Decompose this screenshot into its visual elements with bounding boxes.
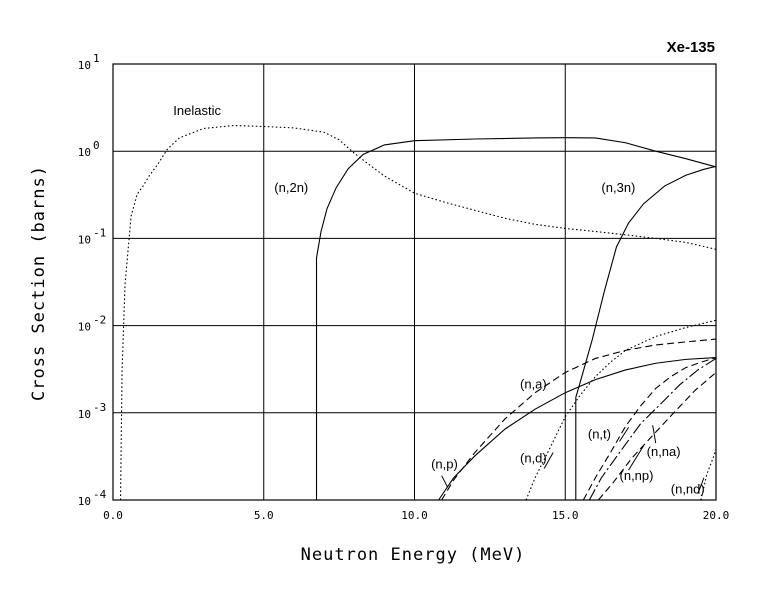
y-tick-exponent: 1 xyxy=(93,52,100,65)
curve-label: (n,np) xyxy=(620,468,654,483)
label-leader-line xyxy=(441,475,449,488)
y-tick-exponent: -4 xyxy=(93,488,107,501)
curve-labels: Inelastic (n,2n) (n,3n) (n,a) (n,p) (n,d) (n,t… xyxy=(173,103,704,497)
curve-label: (n,3n) xyxy=(601,180,635,195)
y-tick-base: 10 xyxy=(78,146,91,159)
label-leader-line xyxy=(543,452,554,469)
grid xyxy=(113,64,716,500)
series-n-nd-line xyxy=(700,449,717,501)
label-leader-line xyxy=(697,477,705,494)
label-leaders xyxy=(441,425,705,494)
series-n-na-line xyxy=(588,357,717,501)
x-axis-title: Neutron Energy (MeV) xyxy=(301,545,526,565)
curve-label: (n,a) xyxy=(520,376,547,391)
y-tick-base: 10 xyxy=(78,408,91,421)
series-n-t-line xyxy=(582,357,717,501)
y-tick-exponent: -1 xyxy=(93,226,106,239)
y-tick-base: 10 xyxy=(78,495,91,508)
curve-label: (n,t) xyxy=(588,426,611,441)
series-n-2n-line xyxy=(315,137,717,500)
y-tick-exponent: -2 xyxy=(93,314,106,327)
y-axis-title: Cross Section (barns) xyxy=(29,165,49,401)
curve-label: (n,2n) xyxy=(274,180,308,195)
y-tick-base: 10 xyxy=(78,59,91,72)
series-n-3n-line xyxy=(575,165,717,500)
y-tick-base: 10 xyxy=(78,233,91,246)
label-leader-line xyxy=(628,445,645,471)
label-leader-line xyxy=(619,427,629,442)
x-tick-label: 20.0 xyxy=(703,509,730,522)
y-tick-label: 101 xyxy=(78,52,100,72)
y-tick-label: 10-1 xyxy=(78,226,107,246)
y-tick-base: 10 xyxy=(78,321,91,334)
x-tick-label: 5.0 xyxy=(254,509,274,522)
y-tick-label: 10-4 xyxy=(78,488,107,508)
curve-label: (n,na) xyxy=(647,444,681,459)
curve-label: (n,nd) xyxy=(671,482,705,497)
series-inelastic-line xyxy=(119,124,717,501)
x-tick-label: 15.0 xyxy=(552,509,579,522)
series-n-np-line xyxy=(597,372,717,501)
x-tick-label: 0.0 xyxy=(103,509,123,522)
x-tick-labels: 0.0 5.0 10.0 15.0 20.0 xyxy=(103,509,729,522)
curve-label: Inelastic xyxy=(173,103,221,118)
label-leader-line xyxy=(652,425,657,444)
series-n-p-line xyxy=(438,357,717,501)
x-tick-label: 10.0 xyxy=(401,509,428,522)
curve-label: (n,p) xyxy=(431,456,458,471)
curve-label: (n,d) xyxy=(520,450,547,465)
series-curves xyxy=(119,124,717,501)
y-tick-label: 100 xyxy=(78,139,100,159)
chart-title: Xe-135 xyxy=(667,39,715,56)
y-tick-label: 10-3 xyxy=(78,401,107,421)
series-n-a-line xyxy=(441,338,717,501)
y-tick-exponent: -3 xyxy=(93,401,106,414)
y-tick-exponent: 0 xyxy=(93,139,100,152)
plot-frame xyxy=(112,63,717,501)
y-tick-label: 10-2 xyxy=(78,314,107,334)
